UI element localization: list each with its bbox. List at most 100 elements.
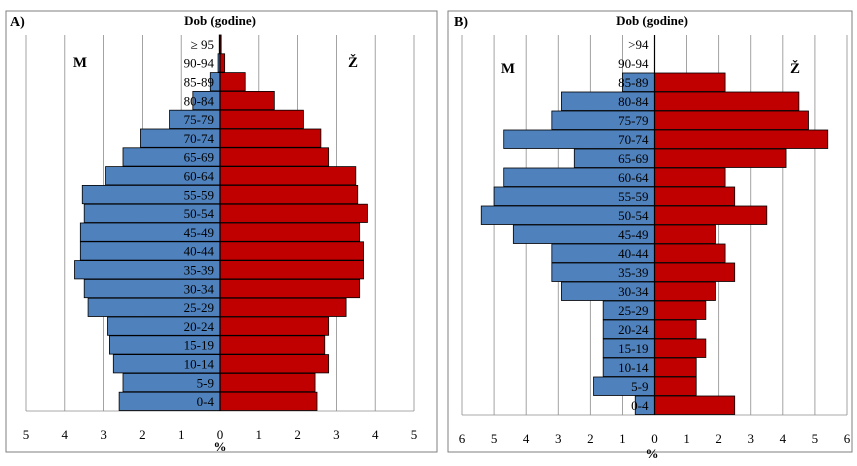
category-label-5-9: 5-9 bbox=[631, 379, 648, 394]
panel-b-x-tick-label: 1 bbox=[683, 431, 690, 446]
female-bar-30-34 bbox=[219, 278, 361, 299]
female-bar-15-19 bbox=[219, 335, 326, 355]
panel-a-x-tick-label: 1 bbox=[178, 427, 185, 442]
female-bar-45-49 bbox=[219, 222, 361, 242]
female-bar-40-44 bbox=[654, 243, 726, 263]
panel-a-x-tick-label: 0 bbox=[217, 427, 224, 442]
panel-b-x-tick-label: 6 bbox=[844, 431, 851, 446]
category-label-5-9: 5-9 bbox=[197, 375, 214, 390]
female-bar-70-74 bbox=[219, 128, 322, 148]
panel-a-x-tick-label: 3 bbox=[100, 427, 107, 442]
female-bar-35-39 bbox=[219, 260, 364, 280]
panel-b-x-axis-label: % bbox=[646, 446, 659, 461]
category-label-0-4: 0-4 bbox=[197, 394, 215, 409]
category-label-50-54: 50-54 bbox=[618, 208, 649, 223]
female-bar-40-44 bbox=[219, 241, 364, 261]
category-label-30-34: 30-34 bbox=[184, 281, 215, 296]
panel-a-x-tick-label: 2 bbox=[294, 427, 301, 442]
category-label-50-54: 50-54 bbox=[184, 206, 215, 221]
category-label->94: >94 bbox=[628, 37, 649, 52]
female-bar-85-89 bbox=[654, 72, 726, 92]
panel-b-x-tick-label: 1 bbox=[619, 431, 626, 446]
category-label-20-24: 20-24 bbox=[618, 322, 649, 337]
category-label-45-49: 45-49 bbox=[184, 225, 214, 240]
category-label-25-29: 25-29 bbox=[184, 300, 214, 315]
category-label-15-19: 15-19 bbox=[184, 338, 214, 353]
female-bar-10-14 bbox=[219, 354, 330, 374]
female-bar-25-29 bbox=[219, 297, 347, 317]
female-bar-80-84 bbox=[219, 91, 275, 111]
category-label-60-64: 60-64 bbox=[184, 169, 215, 184]
category-label-0-4: 0-4 bbox=[631, 398, 649, 413]
panel-a-label: A) bbox=[10, 15, 25, 30]
category-label-70-74: 70-74 bbox=[618, 132, 649, 147]
panel-b-category-labels: 0-4 5-9 10-14 15-19 20-24 25-29 30-34 35-39 40-4… bbox=[618, 37, 649, 413]
panel-b-x-tick-label: 3 bbox=[748, 431, 755, 446]
panel-a-female-label: Ž bbox=[348, 54, 358, 71]
female-bar-10-14 bbox=[654, 357, 697, 377]
panel-b-label: B) bbox=[454, 15, 468, 30]
category-label-85-89: 85-89 bbox=[618, 75, 648, 90]
panel-b-x-tick-label: 4 bbox=[780, 431, 787, 446]
panel-b-x-tick-label: 5 bbox=[812, 431, 819, 446]
category-label-25-29: 25-29 bbox=[618, 303, 648, 318]
panel-a-title: Dob (godine) bbox=[184, 13, 256, 28]
female-bar-20-24 bbox=[219, 316, 330, 336]
female-bar-60-64 bbox=[654, 167, 726, 187]
panel-b-female-label: Ž bbox=[790, 60, 800, 77]
category-label-10-14: 10-14 bbox=[184, 357, 215, 372]
female-bar-35-39 bbox=[654, 262, 736, 282]
panel-b-x-tick-label: 2 bbox=[587, 431, 594, 446]
panel-b-x-tick-labels: 6 5 4 3 2 1 0 1 2 3 4 5 6 bbox=[459, 431, 851, 446]
category-label-35-39: 35-39 bbox=[618, 265, 648, 280]
female-bar-25-29 bbox=[654, 300, 707, 320]
panel-a-x-tick-label: 4 bbox=[372, 427, 379, 442]
female-bar-0-4 bbox=[219, 391, 318, 411]
female-bar-75-79 bbox=[654, 110, 809, 130]
panel-a-x-tick-label: 5 bbox=[411, 427, 418, 442]
female-bar-65-69 bbox=[654, 148, 787, 168]
category-label-65-69: 65-69 bbox=[618, 151, 648, 166]
category-label-75-79: 75-79 bbox=[618, 113, 648, 128]
female-bar-5-9 bbox=[654, 376, 697, 396]
panel-a-x-tick-label: 5 bbox=[23, 427, 30, 442]
category-label-40-44: 40-44 bbox=[618, 246, 649, 261]
female-bar-15-19 bbox=[654, 338, 707, 358]
panel-a-x-tick-label: 3 bbox=[333, 427, 340, 442]
category-label-70-74: 70-74 bbox=[184, 131, 215, 146]
female-bar-5-9 bbox=[219, 372, 316, 393]
panel-a-x-tick-label: 2 bbox=[139, 427, 146, 442]
female-bar-55-59 bbox=[654, 186, 736, 206]
panel-a-male-label: M bbox=[73, 55, 87, 71]
female-bar-30-34 bbox=[654, 281, 716, 301]
female-bar-90-94 bbox=[219, 53, 226, 73]
female-bar-75-79 bbox=[219, 109, 304, 129]
panel-a-x-axis-label: % bbox=[214, 439, 227, 454]
female-bar-60-64 bbox=[219, 166, 357, 186]
female-bar-50-54 bbox=[219, 203, 368, 223]
panel-a-bars bbox=[74, 34, 368, 411]
category-label-90-94: 90-94 bbox=[618, 56, 649, 71]
female-bar-70-74 bbox=[654, 129, 829, 149]
panel-a-category-labels: 0-4 5-9 10-14 15-19 20-24 25-29 30-34 35-39 40-4… bbox=[184, 37, 215, 409]
category-label-40-44: 40-44 bbox=[184, 244, 215, 259]
category-label-55-59: 55-59 bbox=[618, 189, 648, 204]
female-bar-65-69 bbox=[219, 147, 330, 167]
category-label-75-79: 75-79 bbox=[184, 112, 214, 127]
panel-b-x-tick-label: 0 bbox=[651, 431, 658, 446]
category-label-35-39: 35-39 bbox=[184, 263, 214, 278]
female-bar-20-24 bbox=[654, 319, 697, 339]
panel-a: A) Dob (godine) M Ž % 0-4 5-9 10-14 15-19 2 0… bbox=[5, 10, 438, 454]
female-bar-85-89 bbox=[219, 72, 246, 92]
category-label-80-84: 80-84 bbox=[618, 94, 649, 109]
panel-a-x-tick-labels: 5 4 3 2 1 0 1 2 3 4 5 bbox=[23, 427, 418, 442]
panel-b-bars bbox=[480, 35, 829, 415]
panel-a-x-tick-label: 1 bbox=[256, 427, 263, 442]
panel-a-x-tick-label: 4 bbox=[62, 427, 69, 442]
panel-b: B) Dob (godine) M Ž % 0-45-910-1415-1920… bbox=[447, 10, 853, 461]
female-bar-55-59 bbox=[219, 184, 359, 205]
category-label-90-94: 90-94 bbox=[184, 56, 215, 71]
category-label-10-14: 10-14 bbox=[618, 360, 649, 375]
